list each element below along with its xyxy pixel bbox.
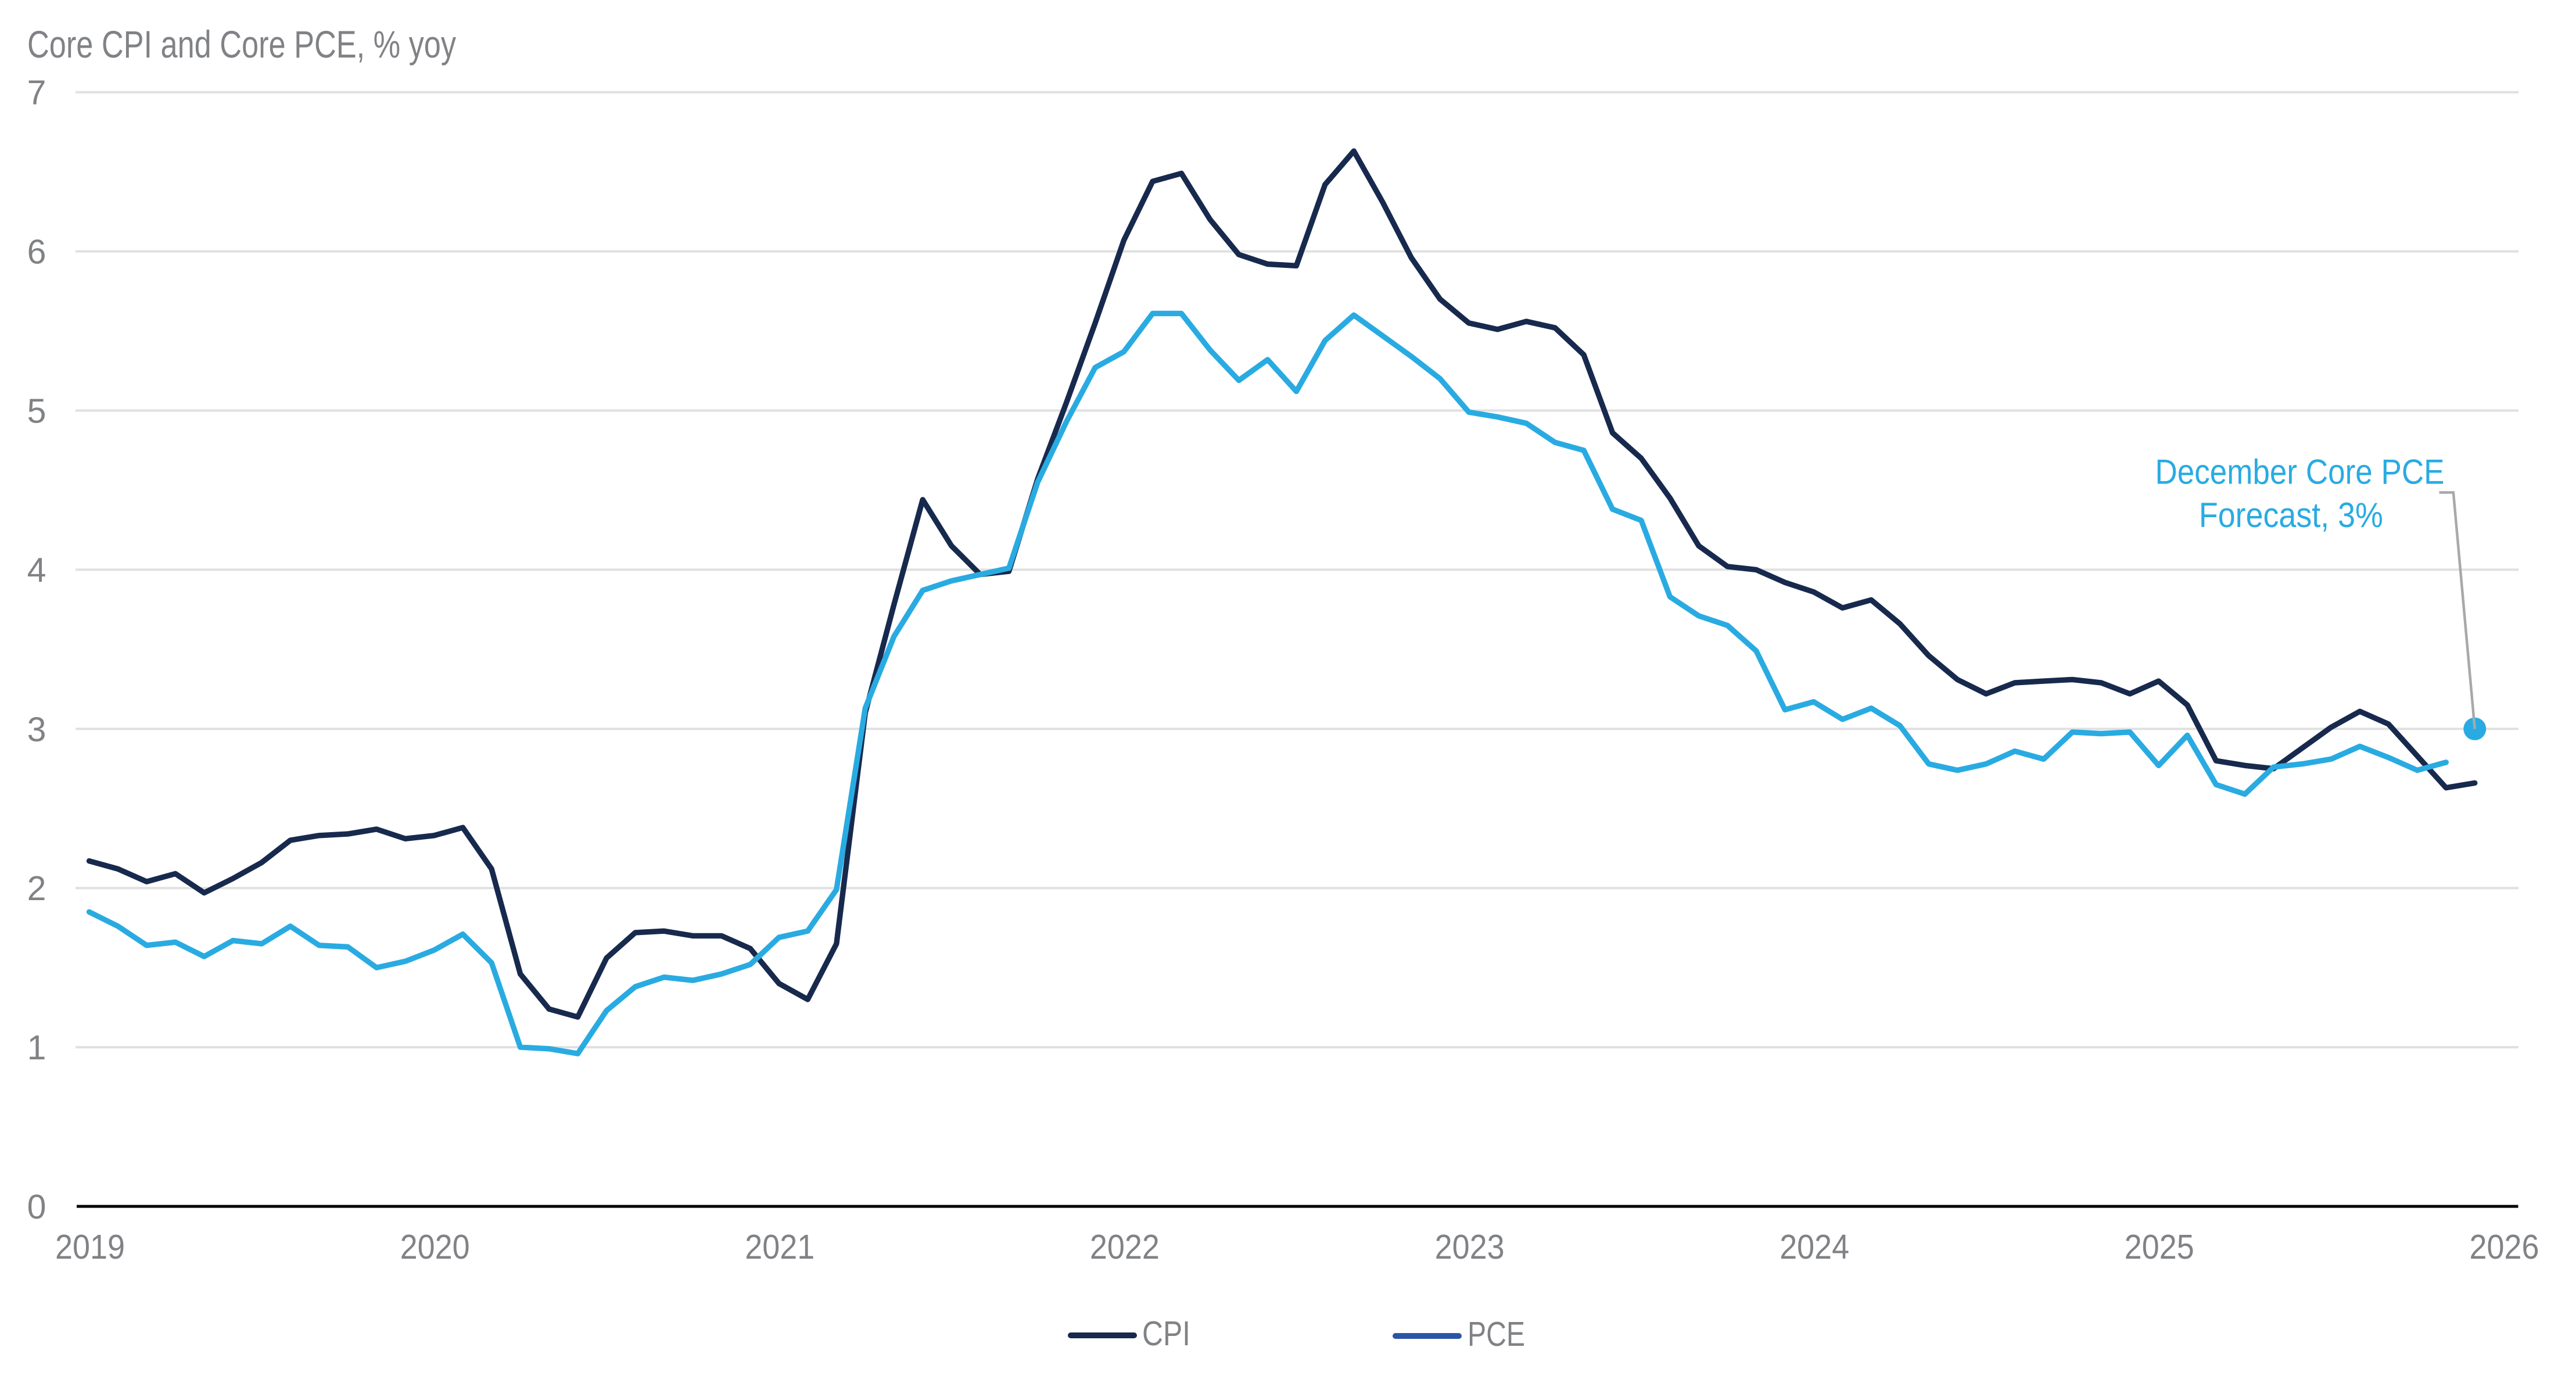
svg-text:Core CPI and Core PCE, % yoy: Core CPI and Core PCE, % yoy: [27, 23, 456, 66]
svg-text:2020: 2020: [400, 1228, 470, 1266]
svg-text:2025: 2025: [2125, 1228, 2194, 1266]
svg-text:PCE: PCE: [1468, 1315, 1525, 1353]
svg-text:1: 1: [27, 1029, 46, 1067]
svg-text:0: 0: [27, 1188, 46, 1226]
svg-text:2019: 2019: [55, 1228, 125, 1266]
svg-text:2023: 2023: [1435, 1228, 1505, 1266]
svg-text:3: 3: [27, 710, 46, 748]
svg-text:2024: 2024: [1779, 1228, 1849, 1266]
svg-text:7: 7: [27, 74, 46, 112]
svg-text:2026: 2026: [2470, 1228, 2539, 1266]
svg-text:6: 6: [27, 233, 46, 271]
svg-text:4: 4: [27, 551, 46, 589]
svg-text:5: 5: [27, 392, 46, 431]
svg-text:2: 2: [27, 869, 46, 908]
svg-text:2021: 2021: [745, 1228, 815, 1266]
svg-text:Forecast, 3%: Forecast, 3%: [2199, 496, 2383, 535]
svg-text:December Core PCE: December Core PCE: [2155, 452, 2445, 491]
svg-text:CPI: CPI: [1142, 1314, 1190, 1353]
svg-text:2022: 2022: [1090, 1228, 1160, 1266]
